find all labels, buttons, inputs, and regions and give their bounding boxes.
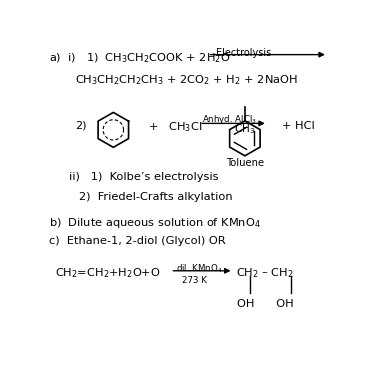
- Text: CH$_3$: CH$_3$: [234, 122, 255, 135]
- Text: dil. KMnO$_4$: dil. KMnO$_4$: [176, 262, 223, 275]
- Text: 273 K: 273 K: [182, 276, 207, 285]
- Text: Electrolysis: Electrolysis: [216, 48, 272, 58]
- Text: c)  Ethane-1, 2-diol (Glycol) OR: c) Ethane-1, 2-diol (Glycol) OR: [49, 236, 225, 246]
- Text: ii)   1)  Kolbe’s electrolysis: ii) 1) Kolbe’s electrolysis: [69, 172, 218, 182]
- Text: Toluene: Toluene: [226, 158, 264, 168]
- Text: 2): 2): [75, 120, 86, 130]
- Text: CH$_2$ – CH$_2$: CH$_2$ – CH$_2$: [236, 266, 294, 280]
- Text: CH$_2$=CH$_2$+H$_2$O+O: CH$_2$=CH$_2$+H$_2$O+O: [55, 266, 161, 280]
- Text: CH$_3$CH$_2$CH$_2$CH$_3$ + 2CO$_2$ + H$_2$ + 2NaOH: CH$_3$CH$_2$CH$_2$CH$_3$ + 2CO$_2$ + H$_…: [75, 74, 298, 87]
- Text: b)  Dilute aqueous solution of KMnO$_4$: b) Dilute aqueous solution of KMnO$_4$: [49, 216, 261, 230]
- Text: Anhyd. AlCl$_3$: Anhyd. AlCl$_3$: [202, 113, 257, 126]
- Text: 2)  Friedel-Crafts alkylation: 2) Friedel-Crafts alkylation: [79, 192, 232, 202]
- Text: a)  i)   1)  CH$_3$CH$_2$COOK + 2H$_2$O: a) i) 1) CH$_3$CH$_2$COOK + 2H$_2$O: [49, 51, 231, 64]
- Text: +   CH$_3$Cl: + CH$_3$Cl: [148, 120, 202, 134]
- Text: OH      OH: OH OH: [237, 299, 294, 309]
- Text: + HCl: + HCl: [282, 122, 315, 131]
